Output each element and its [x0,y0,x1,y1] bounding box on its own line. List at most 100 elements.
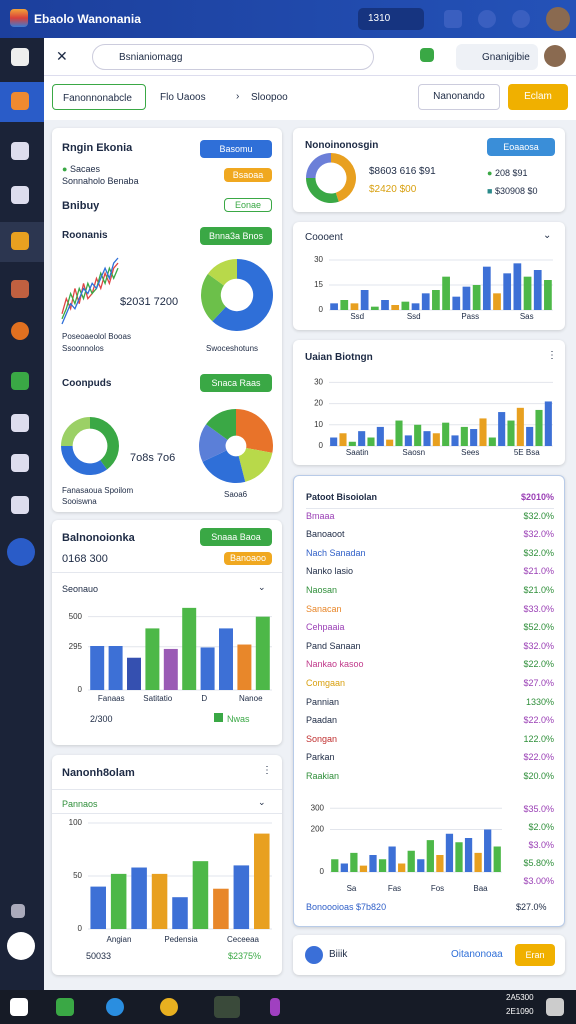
search-box[interactable]: Bsnianiomagg [92,44,374,70]
row-label: Paadan [306,715,338,726]
row-label: Parkan [306,752,335,763]
nav-icon[interactable] [11,904,25,918]
nav-icon[interactable] [11,186,29,204]
bar [436,855,444,872]
avatar[interactable] [544,45,566,67]
y-tick-label: 30 [314,377,323,386]
nav-icon[interactable] [7,932,35,960]
nav-icon[interactable] [7,538,35,566]
stat-text: $30908 $0 [494,186,538,196]
button[interactable]: Eoaaosa [487,138,555,156]
x-label: Baa [473,884,488,893]
dropdown[interactable]: Pannaos [62,799,98,809]
nav-icon[interactable] [11,92,29,110]
nav-icon[interactable] [11,372,29,390]
secondary-button[interactable]: Nanonando [418,84,500,110]
tab-label[interactable]: Flo Uaoos [160,92,206,103]
caption: Swoceshotuns [206,344,259,353]
nav-icon[interactable] [11,322,29,340]
nav-icon[interactable] [11,454,29,472]
chevron[interactable]: ⌄ [258,797,266,807]
menu-icon[interactable]: ⋮ [547,350,557,361]
row-label: Patoot Bisoiolan [306,492,378,502]
x-label: Nanoe [238,694,263,703]
button[interactable]: Basomu [200,140,272,158]
x-label: Fos [430,884,445,893]
y-tick-label: 10 [314,420,323,429]
primary-button[interactable]: Eclam [508,84,568,110]
list-row: Bmaaa $32.0% [306,509,554,528]
row-value: $22.0% [523,752,554,763]
bar [254,833,270,929]
nav-icon[interactable] [11,414,29,432]
app-icon[interactable] [270,998,280,1016]
bar [110,873,127,929]
avatar[interactable] [546,7,570,31]
toolbar: ✕ Bsnianiomagg Gnanigibie [44,38,576,76]
bar [255,616,270,690]
badge: Nwas [214,713,250,724]
badge-text: Nwas [227,714,250,724]
footer-text: $27.0% [516,902,547,912]
list-row: Cehpaaia $52.0% [306,620,554,639]
y-tick-label: 20 [314,399,323,408]
clock-date: 2E1090 [506,1007,534,1016]
button[interactable]: Eran [515,944,555,966]
app-icon[interactable] [106,998,124,1016]
app-icon[interactable] [214,996,240,1018]
donut-segment [306,153,331,178]
bar [462,286,471,310]
bar [482,266,491,310]
bar [401,301,410,310]
row-label: Raakian [306,770,340,781]
footer-text: Bonoooioas $7b820 [306,902,387,912]
notification-icon[interactable] [444,10,462,28]
link[interactable]: Oitanonoaa [451,949,503,960]
button[interactable]: Bnna3a Bnos [200,227,272,245]
tool-icon[interactable] [420,48,434,62]
status-chip[interactable]: 1310 [358,8,424,30]
help-icon[interactable] [512,10,530,28]
button[interactable]: Snaca Raas [200,374,272,392]
button[interactable]: Snaaa Baoa [200,528,272,546]
notification-icon[interactable] [546,998,564,1016]
nav-icon[interactable] [11,232,29,250]
row-value: $33.0% [523,603,554,614]
x-label: D [201,694,208,703]
list-row: Pannian 1330% [306,695,554,714]
settings-icon[interactable] [478,10,496,28]
start-icon[interactable] [10,998,28,1016]
stat: ● 208 $91 [487,168,528,178]
bar [330,437,338,446]
nav-icon[interactable] [11,496,29,514]
account-name: Gnanigibie [482,52,530,63]
dropdown[interactable]: Seonauo [62,584,99,594]
x-labels: Fanaas Satitatio D Nanoe [88,694,274,706]
x-labels: Ssd Ssd Pass Sas [329,312,555,324]
app-icon[interactable] [160,998,178,1016]
menu-icon[interactable]: ⋮ [262,765,272,776]
tab-active[interactable]: Fanonnonabcle [52,84,146,110]
bar [131,867,147,929]
tab-label[interactable]: Sloopoo [251,92,288,103]
card: Rngin Ekonia Basomu ● Sacaes Sonnaholo B… [52,128,282,512]
row-value: $21.0% [523,584,554,595]
nav-icon[interactable] [11,280,29,298]
subheading: Coonpuds [62,378,112,389]
chevron[interactable]: ⌄ [543,230,552,241]
chevron[interactable]: ⌄ [258,582,266,592]
nav-icon[interactable] [11,48,29,66]
bar-chart: 0 50 100 [69,819,272,931]
app-icon[interactable] [56,998,74,1016]
bar [339,433,347,446]
donut-chart [201,259,273,331]
close-icon[interactable]: ✕ [56,48,68,64]
bar [237,644,252,690]
list-row: Naosan $21.0% [306,583,554,602]
nav-icon[interactable] [11,142,29,160]
account-chip[interactable]: Gnanigibie [456,44,538,70]
list: Patoot Bisoiolan $2010% Bmaaa $32.0% Banoaoo… [306,490,554,788]
bar [350,852,358,872]
bar [376,426,384,446]
y-tick-label: 100 [69,819,83,827]
